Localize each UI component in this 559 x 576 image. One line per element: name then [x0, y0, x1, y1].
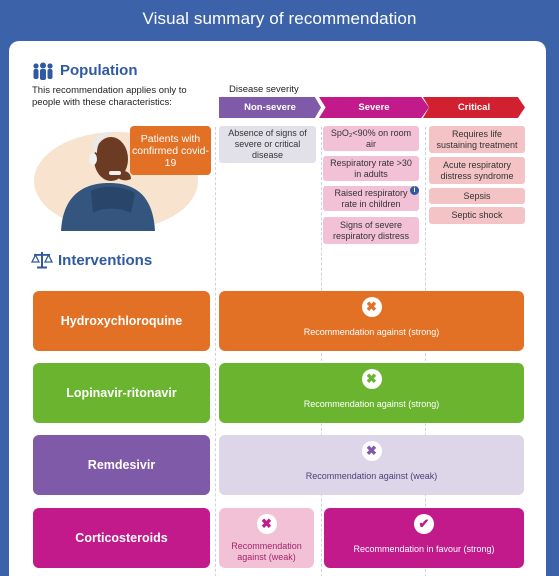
- drug-hydroxychloroquine: Hydroxychloroquine: [33, 291, 210, 351]
- patient-badge-text: Patients with confirmed covid-19: [131, 132, 210, 169]
- drug-name: Remdesivir: [87, 458, 156, 472]
- cross-icon: ✖: [361, 369, 382, 389]
- recommendation-corticosteroids-severe-critical: ✔ Recommendation in favour (strong): [324, 508, 524, 568]
- patient-badge: Patients with confirmed covid-19: [130, 126, 211, 175]
- cross-icon: ✖: [361, 297, 382, 317]
- column-divider: [321, 127, 322, 576]
- severity-non-severe: Non-severe: [219, 97, 321, 118]
- population-description: This recommendation applies only to peop…: [32, 85, 187, 108]
- severity-critical: Critical: [423, 97, 525, 118]
- scrollbar[interactable]: [549, 41, 557, 576]
- recommendation-corticosteroids-non-severe: ✖ Recommendation against (weak): [219, 508, 314, 568]
- page-title: Visual summary of recommendation: [142, 8, 417, 28]
- criteria-severe: SpO₂<90% on room air: [323, 126, 419, 151]
- criteria-critical: Sepsis: [429, 188, 525, 204]
- severity-label: Disease severity: [229, 84, 299, 95]
- population-icon: [32, 62, 54, 80]
- scale-icon: [30, 251, 54, 269]
- column-divider: [215, 127, 216, 576]
- drug-name: Corticosteroids: [75, 531, 168, 545]
- criteria-critical: Septic shock: [429, 207, 525, 224]
- recommendation-label: Recommendation against (weak): [305, 471, 438, 481]
- drug-lopinavir-ritonavir: Lopinavir-ritonavir: [33, 363, 210, 423]
- severity-label-critical: Critical: [457, 102, 491, 113]
- column-divider: [425, 127, 426, 576]
- page-header: Visual summary of recommendation: [0, 0, 559, 37]
- recommendation-label: Recommendation against (weak): [231, 541, 302, 562]
- summary-panel: Population This recommendation applies o…: [9, 41, 546, 576]
- severity-severe: Severe: [319, 97, 429, 118]
- info-icon[interactable]: i: [410, 186, 419, 195]
- cross-icon: ✖: [256, 514, 277, 534]
- criteria-non-severe: Absence of signs of severe or critical d…: [219, 126, 316, 163]
- recommendation-hydroxychloroquine: ✖ Recommendation against (strong): [219, 291, 524, 351]
- interventions-title: Interventions: [58, 252, 153, 269]
- criteria-critical: Acute respiratory distress syndrome: [429, 157, 525, 184]
- recommendation-remdesivir: ✖ Recommendation against (weak): [219, 435, 524, 495]
- drug-corticosteroids: Corticosteroids: [33, 508, 210, 568]
- drug-remdesivir: Remdesivir: [33, 435, 210, 495]
- check-icon: ✔: [414, 514, 434, 534]
- recommendation-lopinavir-ritonavir: ✖ Recommendation against (strong): [219, 363, 524, 423]
- criteria-severe: Signs of severe respiratory distress: [323, 217, 419, 244]
- recommendation-label: Recommendation against (strong): [303, 327, 440, 337]
- severity-label-non-severe: Non-severe: [244, 102, 296, 113]
- recommendation-label: Recommendation in favour (strong): [353, 544, 495, 554]
- cross-icon: ✖: [361, 441, 382, 461]
- recommendation-label: Recommendation against (strong): [303, 399, 440, 409]
- drug-name: Lopinavir-ritonavir: [66, 386, 177, 400]
- criteria-severe: Respiratory rate >30 in adults: [323, 156, 419, 181]
- criteria-severe: Raised respiratory rate in children: [323, 186, 419, 211]
- population-title: Population: [60, 62, 138, 79]
- criteria-critical: Requires life sustaining treatment: [429, 126, 525, 153]
- severity-label-severe: Severe: [358, 102, 390, 113]
- drug-name: Hydroxychloroquine: [60, 314, 183, 328]
